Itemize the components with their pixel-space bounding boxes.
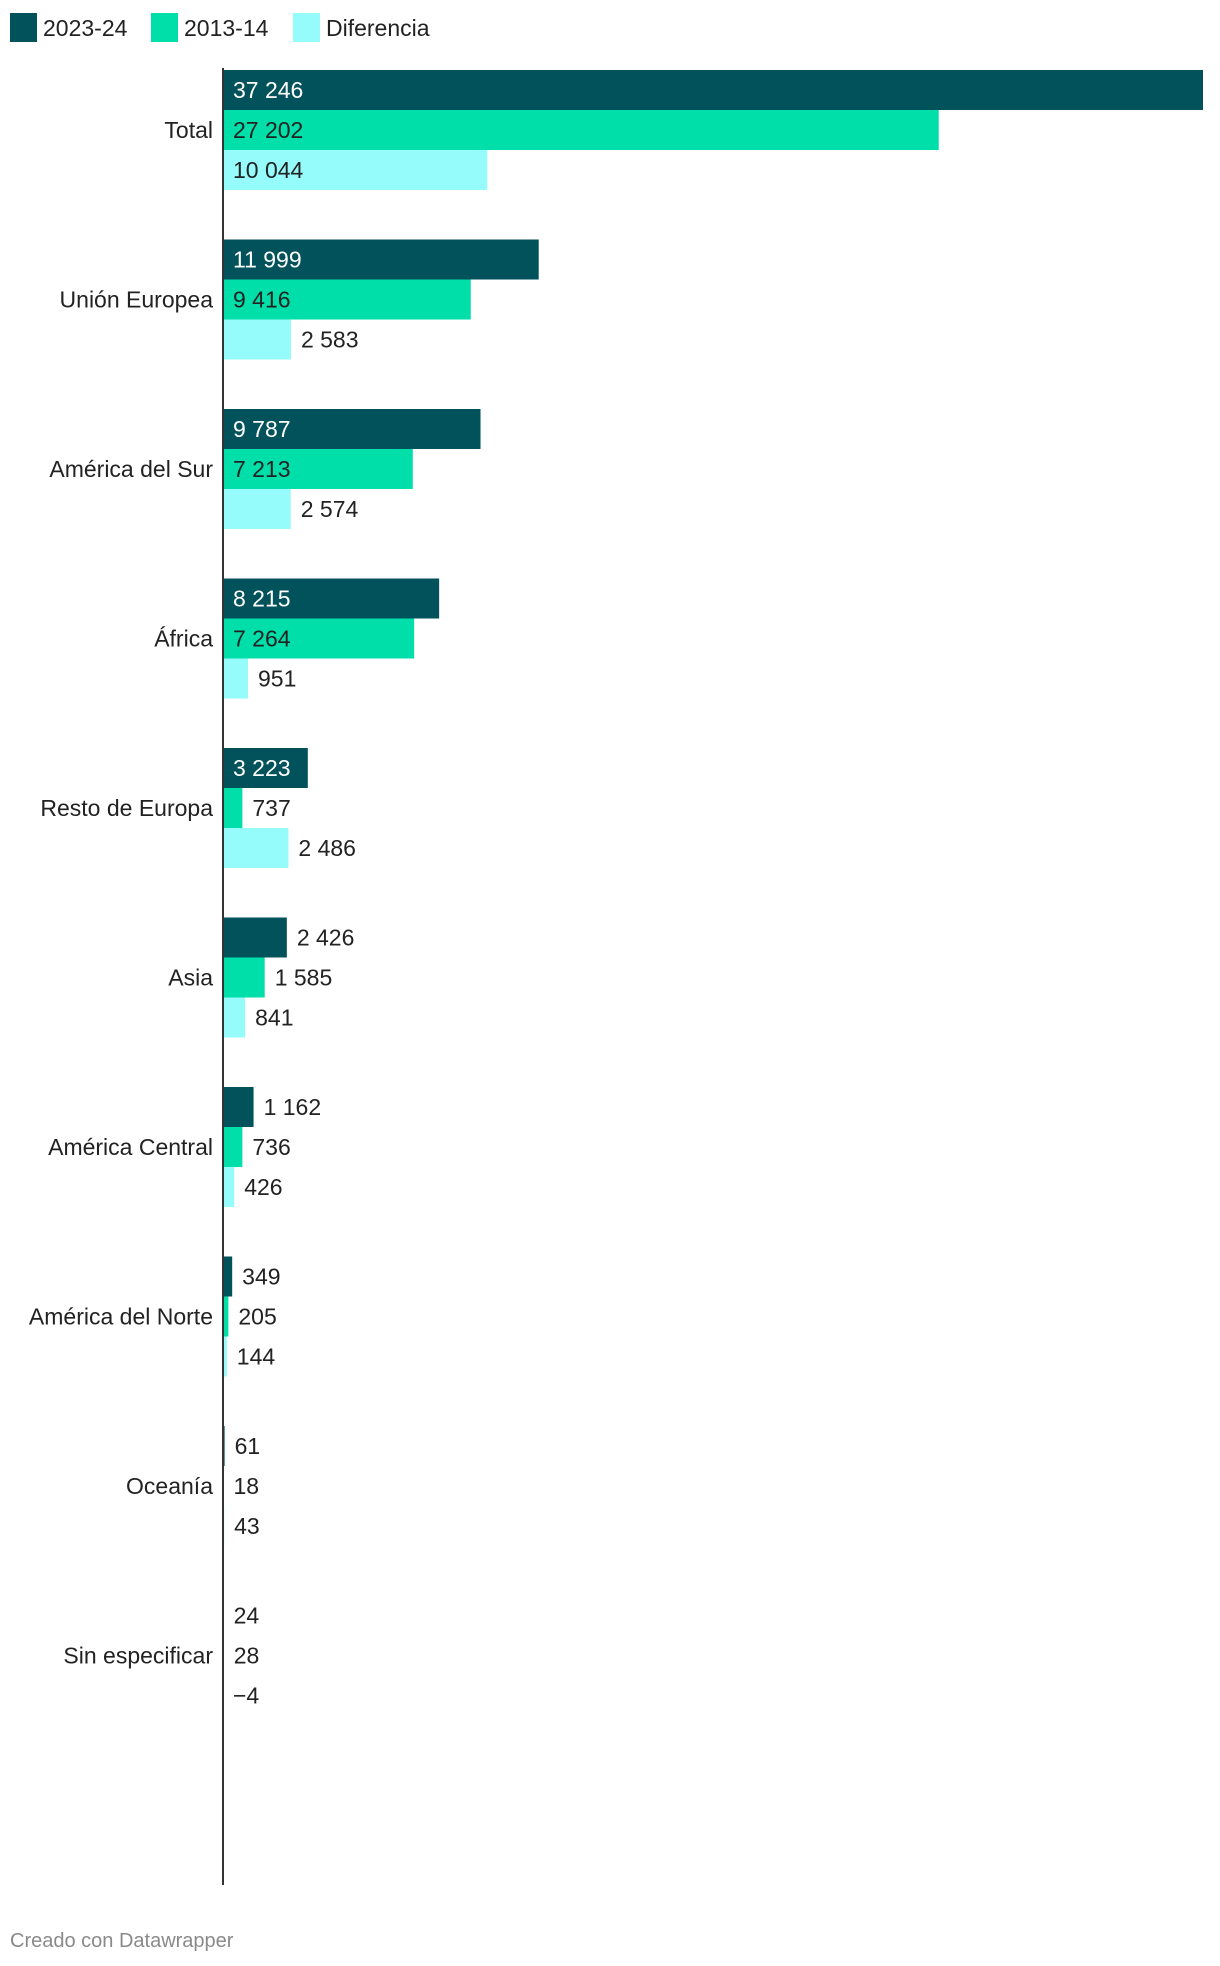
legend-label: 2023-24	[43, 15, 128, 41]
data-label: 2 574	[301, 496, 359, 522]
data-label: 18	[233, 1473, 259, 1499]
bar-2023-24-total	[223, 70, 1203, 110]
bar-2013-14-union-europea	[223, 279, 471, 320]
data-label: 2 486	[298, 835, 356, 861]
footer-credit: Creado con Datawrapper	[10, 1930, 234, 1952]
bar-2023-24-america-del-norte	[223, 1256, 233, 1297]
data-label: 24	[234, 1603, 260, 1629]
category-label-oceania: Oceanía	[126, 1473, 213, 1499]
bar-2013-14-total	[223, 110, 939, 150]
data-label: 2 426	[297, 925, 355, 951]
data-label: 1 162	[264, 1094, 322, 1120]
bar-2013-14-america-del-sur	[223, 449, 413, 489]
category-label-resto-de-europa: Resto de Europa	[40, 795, 213, 821]
data-label: 2 583	[301, 327, 359, 353]
bar-2023-24-resto-de-europa	[223, 748, 308, 788]
bar-2013-14-america-del-norte	[223, 1296, 229, 1337]
data-label: 1 585	[275, 965, 333, 991]
group-asia: 2 426 1 585 841	[223, 917, 355, 1038]
category-label-sin-especificar: Sin especificar	[63, 1643, 213, 1669]
bar-2023-24-union-europea	[223, 239, 539, 280]
data-label: 37 246	[233, 77, 303, 103]
data-label: 7 213	[233, 456, 291, 482]
data-label: 349	[242, 1264, 280, 1290]
bar-2023-24-america-del-sur	[223, 409, 481, 449]
data-label: 737	[252, 795, 290, 821]
data-label: 144	[237, 1344, 276, 1370]
group-oceania: 61 18 43	[223, 1426, 260, 1546]
data-label: 7 264	[233, 626, 291, 652]
bar-diferencia-resto-de-europa	[223, 828, 289, 868]
bar-diferencia-africa	[223, 658, 249, 699]
legend-label: Diferencia	[326, 15, 430, 41]
data-label: 3 223	[233, 755, 291, 781]
category-label-union-europea: Unión Europea	[60, 287, 214, 313]
bar-diferencia-total	[223, 150, 488, 190]
data-label: 736	[252, 1134, 290, 1160]
group-resto-de-europa: 3 223 737 2 486	[223, 748, 356, 868]
legend-item-2013-14: 2013-14	[151, 13, 269, 42]
data-label: 10 044	[233, 157, 304, 183]
group-america-del-sur: 9 787 7 213 2 574	[223, 409, 481, 529]
bars: 37 246 27 202 10 044 11 999 9 416 2 583 9 787 7…	[223, 70, 1203, 1709]
bar-diferencia-union-europea	[223, 319, 291, 360]
category-label-america-central: América Central	[48, 1134, 213, 1160]
data-label: 61	[235, 1433, 261, 1459]
legend-swatch	[151, 13, 178, 42]
group-america-del-norte: 349 205 144	[223, 1256, 281, 1377]
group-union-europea: 11 999 9 416 2 583	[223, 239, 539, 360]
category-labels: Total Unión Europea América del Sur África R…	[29, 117, 213, 1669]
data-label: 9 416	[233, 287, 291, 313]
data-label: 43	[234, 1513, 260, 1539]
group-america-central: 1 162 736 426	[223, 1087, 321, 1207]
bar-2023-24-africa	[223, 578, 440, 619]
legend-swatch	[10, 13, 37, 42]
category-label-asia: Asia	[168, 965, 213, 991]
bar-2013-14-america-central	[223, 1127, 243, 1167]
bar-2013-14-africa	[223, 618, 415, 659]
bar-2013-14-resto-de-europa	[223, 788, 243, 828]
data-label: 27 202	[233, 117, 303, 143]
data-label: 205	[238, 1304, 276, 1330]
bar-diferencia-america-del-sur	[223, 489, 291, 529]
bar-2023-24-asia	[223, 917, 287, 958]
group-africa: 8 215 7 264 951	[223, 578, 440, 699]
bar-diferencia-america-central	[223, 1167, 235, 1207]
legend-item-diferencia: Diferencia	[293, 13, 430, 42]
group-sin-especificar: 24 28 −4	[223, 1595, 260, 1709]
category-label-america-del-norte: América del Norte	[29, 1304, 213, 1330]
data-label: 426	[244, 1174, 282, 1200]
bar-diferencia-asia	[223, 997, 246, 1038]
bar-2023-24-america-central	[223, 1087, 254, 1127]
data-label: −4	[233, 1683, 259, 1709]
legend-label: 2013-14	[184, 15, 269, 41]
data-label: 11 999	[233, 247, 302, 273]
data-label: 9 787	[233, 416, 291, 442]
legend-item-2023-24: 2023-24	[10, 13, 128, 42]
data-label: 8 215	[233, 586, 291, 612]
category-label-total: Total	[164, 117, 213, 143]
data-label: 951	[258, 666, 296, 692]
data-label: 28	[234, 1643, 260, 1669]
legend: 2023-24 2013-14 Diferencia	[10, 13, 430, 42]
category-label-america-del-sur: América del Sur	[49, 456, 213, 482]
legend-swatch	[293, 13, 320, 42]
group-total: 37 246 27 202 10 044	[223, 70, 1203, 190]
data-label: 841	[255, 1005, 293, 1031]
bar-2013-14-asia	[223, 957, 265, 998]
bar-diferencia-america-del-norte	[223, 1336, 227, 1377]
category-label-africa: África	[154, 626, 213, 652]
